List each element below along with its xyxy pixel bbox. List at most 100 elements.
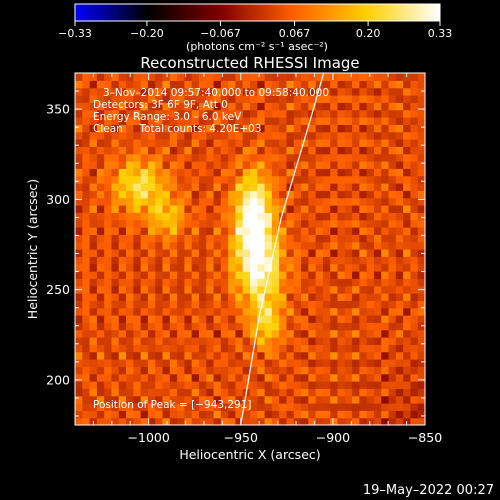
heatmap-cell bbox=[395, 102, 404, 111]
heatmap-cell bbox=[301, 175, 309, 184]
heatmap-cell bbox=[352, 190, 360, 199]
heatmap-cell bbox=[198, 307, 207, 316]
heatmap-cell bbox=[96, 322, 105, 331]
heatmap-cell bbox=[213, 403, 222, 411]
heatmap-cell bbox=[198, 315, 207, 323]
heatmap-cell bbox=[286, 95, 295, 103]
heatmap-cell bbox=[264, 95, 273, 103]
heatmap-cell bbox=[133, 417, 142, 425]
heatmap-cell bbox=[352, 234, 360, 243]
heatmap-cell bbox=[177, 183, 185, 191]
heatmap-cell bbox=[388, 183, 397, 191]
heatmap-cell bbox=[169, 285, 178, 294]
heatmap-cell bbox=[126, 175, 134, 184]
heatmap-cell bbox=[162, 205, 171, 213]
heatmap-cell bbox=[104, 161, 113, 169]
heatmap-cell bbox=[169, 80, 178, 89]
heatmap-cell bbox=[213, 256, 222, 265]
heatmap-cell bbox=[184, 300, 193, 309]
heatmap-cell bbox=[104, 102, 113, 111]
heatmap-cell bbox=[322, 381, 331, 389]
heatmap-cell bbox=[279, 175, 288, 184]
heatmap-cell bbox=[410, 395, 419, 404]
heatmap-cell bbox=[315, 263, 324, 272]
heatmap-cell bbox=[89, 197, 98, 206]
heatmap-cell bbox=[250, 359, 258, 367]
heatmap-cell bbox=[133, 80, 142, 89]
heatmap-cell bbox=[417, 256, 425, 265]
heatmap-cell bbox=[133, 168, 142, 177]
heatmap-cell bbox=[395, 146, 404, 155]
heatmap-cell bbox=[242, 344, 251, 353]
heatmap-cell bbox=[235, 227, 244, 235]
heatmap-cell bbox=[111, 175, 120, 184]
heatmap-cell bbox=[359, 227, 368, 235]
heatmap-cell bbox=[301, 359, 309, 367]
heatmap-cell bbox=[147, 80, 156, 89]
heatmap-cell bbox=[155, 175, 164, 184]
heatmap-cell bbox=[308, 315, 317, 323]
heatmap-cell bbox=[198, 197, 207, 206]
heatmap-cell bbox=[89, 344, 98, 353]
heatmap-cell bbox=[177, 205, 185, 213]
heatmap-cell bbox=[264, 359, 273, 367]
heatmap-cell bbox=[395, 293, 404, 301]
heatmap-cell bbox=[359, 300, 368, 309]
heatmap-cell bbox=[410, 197, 419, 206]
heatmap-cell bbox=[286, 117, 295, 125]
heatmap-cell bbox=[228, 300, 237, 309]
heatmap-cell bbox=[271, 73, 280, 81]
heatmap-cell bbox=[140, 219, 149, 228]
heatmap-cell bbox=[198, 80, 207, 89]
heatmap-cell bbox=[228, 241, 237, 250]
heatmap-cell bbox=[381, 241, 390, 250]
heatmap-cell bbox=[242, 249, 251, 257]
heatmap-cell bbox=[228, 388, 237, 397]
heatmap-cell bbox=[410, 219, 419, 228]
heatmap-cell bbox=[337, 102, 346, 111]
heatmap-cell bbox=[242, 153, 251, 162]
heatmap-cell bbox=[271, 205, 280, 213]
heatmap-cell bbox=[184, 175, 193, 184]
heatmap-cell bbox=[271, 153, 280, 162]
heatmap-cell bbox=[213, 161, 222, 169]
heatmap-cell bbox=[417, 271, 425, 279]
heatmap-cell bbox=[366, 190, 375, 199]
heatmap-cell bbox=[220, 219, 229, 228]
heatmap-cell bbox=[213, 219, 222, 228]
heatmap-cell bbox=[111, 227, 120, 235]
heatmap-cell bbox=[213, 80, 222, 89]
heatmap-cell bbox=[206, 175, 215, 184]
heatmap-cell bbox=[308, 322, 317, 331]
heatmap-cell bbox=[118, 175, 127, 184]
heatmap-cell bbox=[206, 285, 215, 294]
heatmap-cell bbox=[111, 241, 120, 250]
heatmap-cell bbox=[213, 271, 222, 279]
heatmap-cell bbox=[96, 183, 105, 191]
heatmap-cell bbox=[162, 337, 171, 345]
heatmap-cell bbox=[395, 373, 404, 382]
heatmap-cell bbox=[337, 359, 346, 367]
heatmap-cell bbox=[155, 153, 164, 162]
heatmap-cell bbox=[177, 263, 185, 272]
heatmap-cell bbox=[322, 278, 331, 287]
heatmap-cell bbox=[271, 219, 280, 228]
heatmap-cell bbox=[264, 241, 273, 250]
heatmap-cell bbox=[104, 190, 113, 199]
heatmap-cell bbox=[147, 139, 156, 147]
heatmap-cell bbox=[271, 410, 280, 419]
heatmap-cell bbox=[75, 109, 83, 118]
heatmap-cell bbox=[184, 307, 193, 316]
heatmap-cell bbox=[322, 263, 331, 272]
heatmap-cell bbox=[118, 329, 127, 338]
heatmap-cell bbox=[395, 219, 404, 228]
heatmap-cell bbox=[126, 307, 134, 316]
heatmap-cell bbox=[250, 139, 258, 147]
heatmap-cell bbox=[395, 205, 404, 213]
heatmap-cell bbox=[235, 263, 244, 272]
heatmap-cell bbox=[162, 366, 171, 375]
heatmap-cell bbox=[337, 263, 346, 272]
heatmap-cell bbox=[279, 329, 288, 338]
heatmap-cell bbox=[213, 124, 222, 133]
heatmap-cell bbox=[417, 249, 425, 257]
